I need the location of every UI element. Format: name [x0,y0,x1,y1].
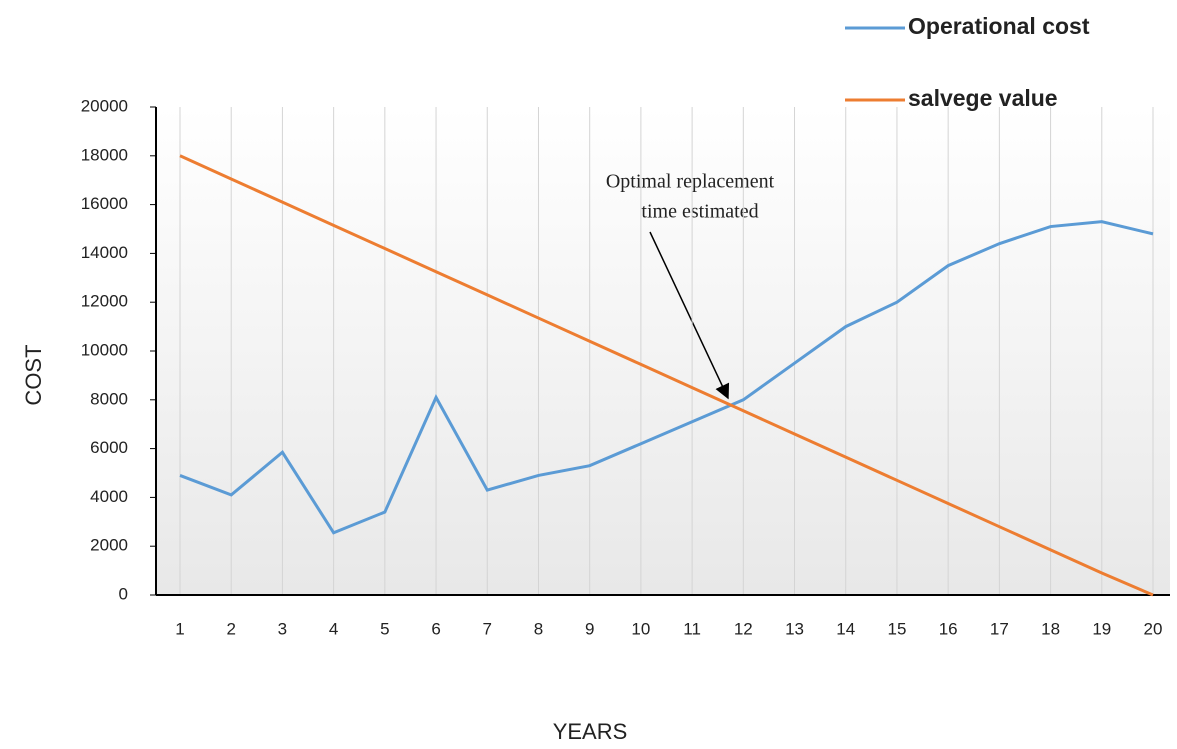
x-tick-label: 2 [226,619,235,638]
x-tick-label: 7 [483,619,492,638]
legend-label: Operational cost [908,13,1090,39]
y-tick-label: 14000 [81,243,128,262]
y-tick-label: 0 [119,584,128,603]
y-tick-label: 2000 [90,536,128,555]
annotation: time estimated [641,201,758,223]
y-tick-label: 12000 [81,292,128,311]
x-tick-label: 19 [1092,619,1111,638]
y-tick-label: 10000 [81,340,128,359]
x-tick-label: 8 [534,619,543,638]
x-tick-label: 17 [990,619,1009,638]
series-line [179,154,1154,597]
x-tick-label: 13 [785,619,804,638]
y-tick-label: 4000 [90,487,128,506]
y-tick-label: 8000 [90,389,128,408]
plot-area [156,107,1170,595]
x-axis-title: YEARS [553,719,628,744]
x-tick-label: 11 [683,619,701,638]
y-tick-label: 6000 [90,438,128,457]
x-tick-label: 12 [734,619,753,638]
x-tick-label: 6 [431,619,440,638]
x-tick-label: 16 [939,619,958,638]
x-tick-label: 3 [278,619,287,638]
x-tick-label: 5 [380,619,389,638]
y-axis-title: COST [21,344,46,405]
y-tick-label: 16000 [81,194,128,213]
legend-label: salvege value [908,85,1058,111]
x-tick-label: 20 [1144,619,1163,638]
annotation-arrow [649,231,730,400]
series-line [179,220,1154,535]
x-tick-label: 4 [329,619,338,638]
y-tick-label: 18000 [81,145,128,164]
x-tick-label: 1 [175,619,184,638]
x-tick-label: 9 [585,619,594,638]
x-tick-label: 15 [887,619,906,638]
x-tick-label: 18 [1041,619,1060,638]
x-tick-label: 10 [631,619,650,638]
annotation: Optimal replacement [606,171,775,193]
x-tick-label: 14 [836,619,855,638]
y-tick-label: 20000 [81,96,128,115]
